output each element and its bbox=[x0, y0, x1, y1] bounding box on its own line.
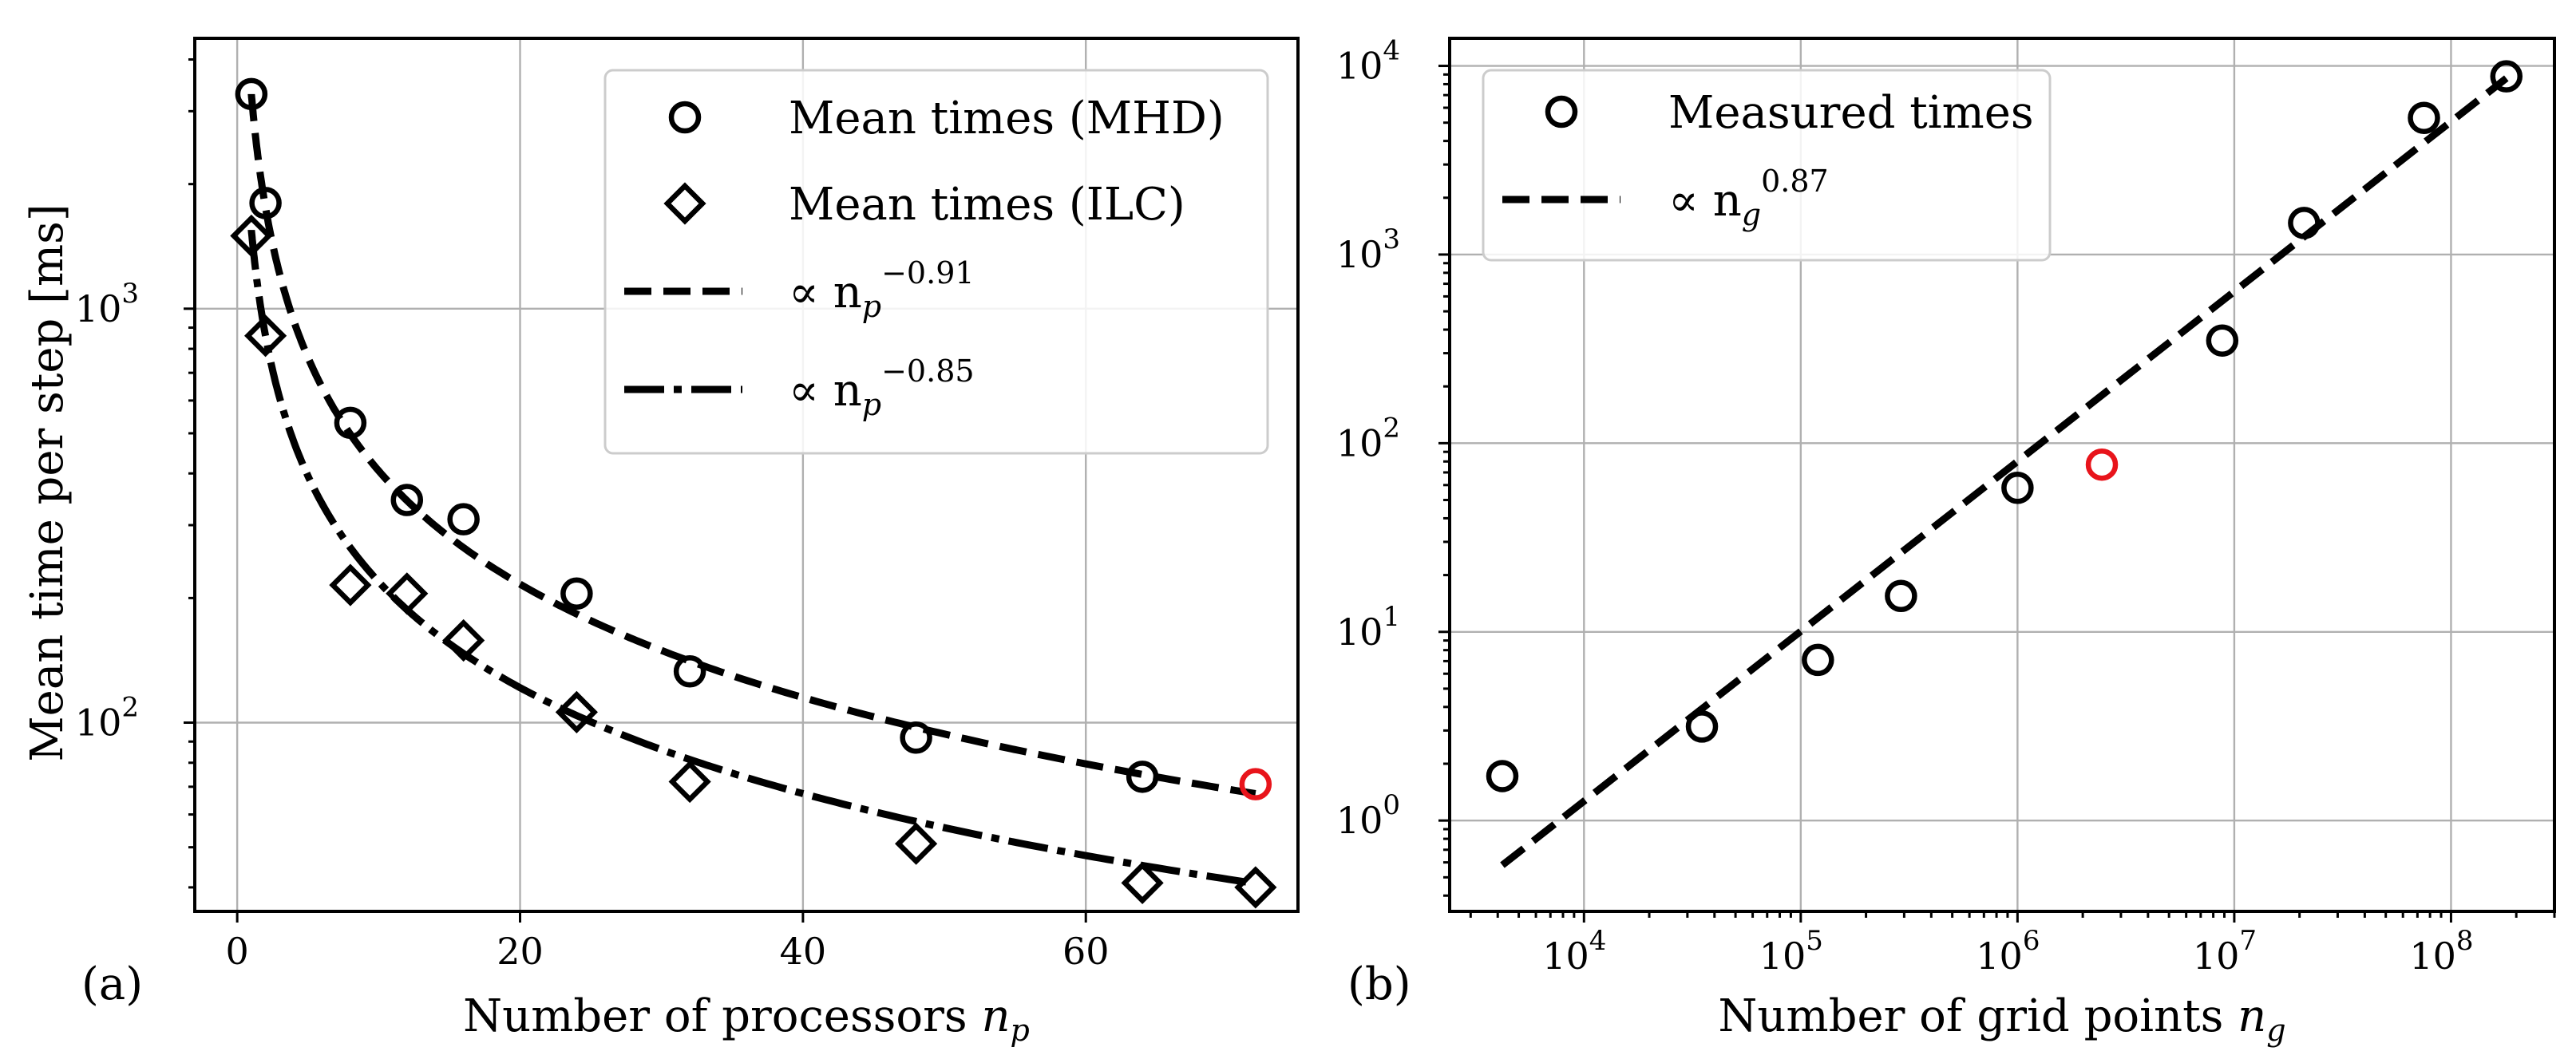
highlighted-point bbox=[2085, 448, 2119, 481]
legend-fit1-label: ∝ np−0.91 bbox=[789, 255, 975, 324]
highlighted-point bbox=[1239, 768, 1272, 800]
panel-b-data-points bbox=[1486, 60, 2523, 792]
ilc-point bbox=[668, 760, 711, 804]
ilc-point bbox=[1121, 861, 1164, 904]
mhd-point bbox=[390, 484, 424, 516]
x-tick-label: 104 bbox=[1542, 925, 1606, 978]
measured-point bbox=[1486, 760, 1519, 792]
x-tick-label: 0 bbox=[226, 930, 249, 973]
panel-b-chart: 104 105 106 107 108 100 101 102 103 104 Number of… bbox=[1336, 35, 2556, 1048]
panel-b-xlabel: Number of grid points ng bbox=[1718, 990, 2285, 1048]
panel-b-legend-box bbox=[1482, 69, 2052, 262]
y-tick-label: 100 bbox=[1336, 789, 1400, 842]
panel-b-legend: Measured times ∝ ng0.87 bbox=[1482, 69, 2052, 262]
y-tick-label: 102 bbox=[75, 692, 139, 745]
y-tick-label: 103 bbox=[75, 278, 139, 330]
x-tick-label: 20 bbox=[497, 930, 544, 973]
ilc-point bbox=[895, 822, 938, 865]
panel-a-data-points bbox=[230, 77, 1277, 909]
legend-ilc-label: Mean times (ILC) bbox=[789, 179, 1185, 231]
mhd-point bbox=[249, 187, 282, 219]
measured-point bbox=[1802, 643, 1834, 677]
panel-a-label: (a) bbox=[81, 958, 143, 1010]
legend-fit-label: ∝ ng0.87 bbox=[1668, 164, 1829, 232]
x-tick-label: 40 bbox=[780, 930, 827, 973]
mhd-point bbox=[447, 503, 480, 535]
legend-measured-label: Measured times bbox=[1668, 87, 2034, 139]
measured-point bbox=[1885, 579, 1917, 613]
ilc-point bbox=[329, 563, 372, 607]
panel-a-legend-box bbox=[603, 69, 1269, 455]
fit-curve-ilc bbox=[247, 230, 1256, 887]
legend-mhd-label: Mean times (MHD) bbox=[789, 93, 1225, 144]
ilc-point bbox=[442, 618, 485, 662]
x-tick-label: 108 bbox=[2409, 925, 2473, 978]
panel-a-legend: Mean times (MHD) Mean times (ILC) ∝ np−0… bbox=[603, 69, 1269, 455]
y-tick-label: 101 bbox=[1336, 601, 1400, 654]
measured-point bbox=[2408, 101, 2440, 134]
panel-a-axes-frame bbox=[193, 37, 1300, 913]
ilc-point bbox=[555, 690, 598, 733]
measured-point bbox=[2206, 324, 2239, 357]
measured-point bbox=[2490, 60, 2523, 93]
panel-a-fit-curves bbox=[247, 93, 1256, 887]
y-tick-label: 102 bbox=[1336, 412, 1400, 464]
x-tick-label: 107 bbox=[2193, 925, 2257, 978]
panel-a-xlabel: Number of processors np bbox=[463, 990, 1030, 1048]
panel-b-fit-curve bbox=[1500, 75, 2509, 868]
ilc-point bbox=[243, 314, 287, 358]
x-tick-label: 60 bbox=[1062, 930, 1110, 973]
mhd-point bbox=[334, 406, 367, 440]
panel-b-axes-frame bbox=[1448, 37, 2556, 913]
legend-fit2-label: ∝ np−0.85 bbox=[789, 354, 975, 422]
legend-mhd-marker bbox=[668, 101, 702, 134]
measured-point bbox=[2288, 207, 2321, 239]
ilc-point bbox=[230, 214, 273, 258]
x-tick-label: 106 bbox=[1976, 925, 2040, 978]
y-tick-label: 104 bbox=[1336, 35, 1400, 88]
legend-ilc-marker bbox=[663, 182, 706, 225]
mhd-point bbox=[900, 721, 932, 754]
mhd-point bbox=[560, 577, 593, 611]
measured-point bbox=[2001, 472, 2034, 504]
panel-a-chart: 0 20 40 60 102 103 Mean time per step [ms] Nu… bbox=[22, 37, 1300, 1048]
measured-point bbox=[1685, 710, 1719, 743]
mhd-point bbox=[1126, 761, 1159, 793]
ilc-point bbox=[386, 572, 429, 615]
y-tick-label: 103 bbox=[1336, 223, 1400, 276]
legend-measured-marker bbox=[1545, 95, 1578, 128]
panel-a-ylabel: Mean time per step [ms] bbox=[22, 204, 73, 761]
x-tick-label: 105 bbox=[1759, 925, 1823, 978]
mhd-point bbox=[235, 77, 268, 111]
panel-b-label: (b) bbox=[1347, 958, 1411, 1010]
fit-line-grid bbox=[1500, 75, 2509, 868]
fit-curve-mhd bbox=[247, 93, 1256, 797]
mhd-point bbox=[673, 655, 706, 688]
ilc-point bbox=[1234, 866, 1277, 909]
